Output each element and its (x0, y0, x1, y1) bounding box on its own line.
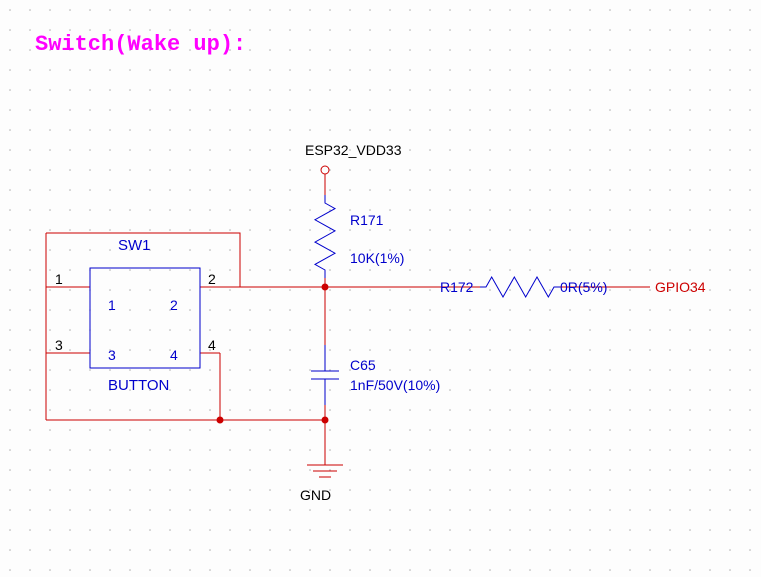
switch-pin-3-outer: 3 (55, 337, 63, 353)
switch-value: BUTTON (108, 377, 169, 394)
net-label-gnd: GND (300, 487, 331, 503)
switch-pin-4-inner: 4 (170, 347, 178, 363)
switch-pin-4-outer: 4 (208, 337, 216, 353)
vdd-terminal-icon (321, 166, 329, 174)
capacitor-c65-refdes: C65 (350, 357, 376, 373)
switch-pin-2-outer: 2 (208, 271, 216, 287)
junctions-group (217, 284, 329, 424)
switch-refdes: SW1 (118, 237, 151, 254)
resistor-r171-refdes: R171 (350, 212, 384, 228)
wires-group (46, 174, 650, 465)
resistor-r171-value: 10K(1%) (350, 250, 404, 266)
switch-pin-3-inner: 3 (108, 347, 116, 363)
resistor-r172-value: 0R(5%) (560, 279, 607, 295)
resistor-r171-body (315, 195, 335, 278)
resistor-r172-body (480, 277, 560, 297)
net-label-vdd: ESP32_VDD33 (305, 142, 402, 158)
switch-pin-2-inner: 2 (170, 297, 178, 313)
resistor-r172-refdes: R172 (440, 279, 474, 295)
switch-body (90, 268, 200, 368)
capacitor-c65-body (311, 345, 339, 405)
schematic-title: Switch(Wake up): (35, 32, 246, 57)
gnd-symbol-icon (307, 465, 343, 477)
port-label-gpio: GPIO34 (655, 279, 706, 295)
switch-pin-1-inner: 1 (108, 297, 116, 313)
switch-pin-1-outer: 1 (55, 271, 63, 287)
capacitor-c65-value: 1nF/50V(10%) (350, 377, 440, 393)
